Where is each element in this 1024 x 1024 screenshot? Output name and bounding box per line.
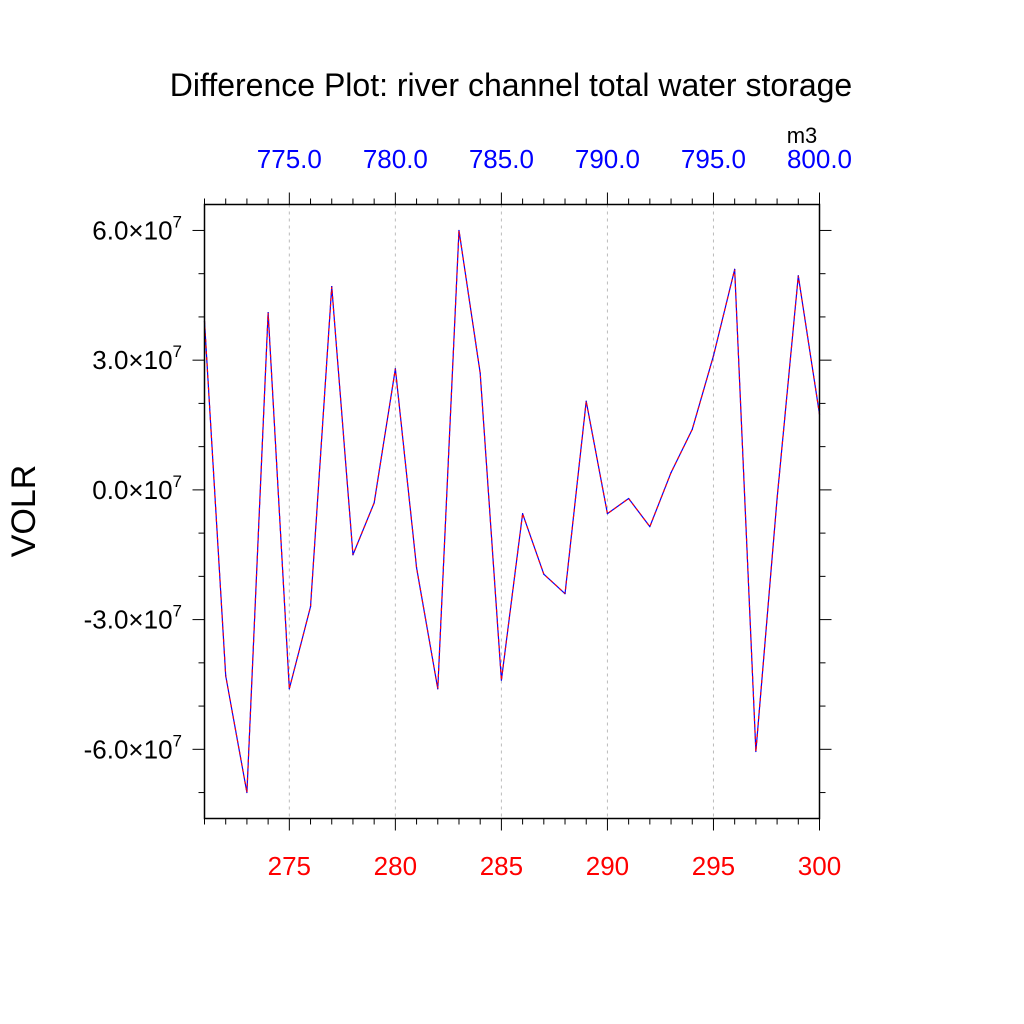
y-tick-label: -3.0×107 — [84, 602, 182, 635]
data-point — [585, 400, 587, 402]
data-point — [309, 606, 312, 608]
series-line-overlay — [203, 229, 821, 794]
data-point — [522, 513, 524, 515]
data-point — [755, 750, 757, 753]
top-tick-label: 795.0 — [681, 144, 746, 174]
x-tick-label: 295 — [692, 851, 735, 881]
y-tick-label: -6.0×107 — [84, 731, 182, 764]
data-point — [415, 567, 418, 569]
data-point — [458, 229, 460, 232]
data-point — [543, 573, 545, 575]
data-point — [373, 502, 375, 504]
y-axis-label: VOLR — [5, 465, 43, 558]
x-tick-label: 290 — [586, 851, 629, 881]
data-point — [776, 497, 778, 500]
data-point — [437, 688, 439, 690]
series-line — [203, 229, 821, 794]
data-point — [606, 513, 609, 515]
units-label: m3 — [787, 123, 818, 148]
y-tick-label: 6.0×107 — [92, 212, 182, 245]
top-tick-label: 780.0 — [363, 144, 428, 174]
series-layer — [203, 229, 821, 794]
data-point — [712, 355, 715, 357]
data-point — [288, 688, 290, 690]
data-point — [246, 791, 248, 794]
tick-layer — [192, 192, 832, 831]
data-point — [352, 554, 354, 556]
data-point — [670, 471, 672, 474]
data-point — [564, 593, 566, 595]
data-point — [394, 368, 396, 370]
plot-frame — [203, 203, 821, 820]
y-tick-label: 3.0×107 — [92, 342, 182, 375]
label-layer: 275 280 285 290 295 300 775.0 780.0 785.0 790.0 79… — [84, 144, 852, 881]
x-tick-label: 275 — [268, 851, 311, 881]
x-tick-label: 280 — [374, 851, 417, 881]
data-point — [267, 311, 269, 314]
data-point — [500, 679, 502, 681]
data-point — [691, 428, 693, 430]
chart-title: Difference Plot: river channel total wat… — [170, 67, 852, 103]
data-point — [225, 675, 227, 677]
grid-layer — [288, 204, 714, 819]
data-point — [628, 497, 630, 500]
top-tick-label: 785.0 — [469, 144, 534, 174]
top-tick-label: 775.0 — [257, 144, 322, 174]
data-point — [479, 372, 481, 374]
data-point — [734, 268, 736, 270]
data-point — [331, 286, 333, 288]
data-point — [797, 275, 799, 277]
y-tick-label: 0.0×107 — [92, 472, 182, 505]
x-tick-label: 300 — [798, 851, 841, 881]
x-tick-label: 285 — [480, 851, 523, 881]
top-tick-label: 790.0 — [575, 144, 640, 174]
top-tick-label: 800.0 — [787, 144, 852, 174]
data-point — [649, 526, 651, 528]
